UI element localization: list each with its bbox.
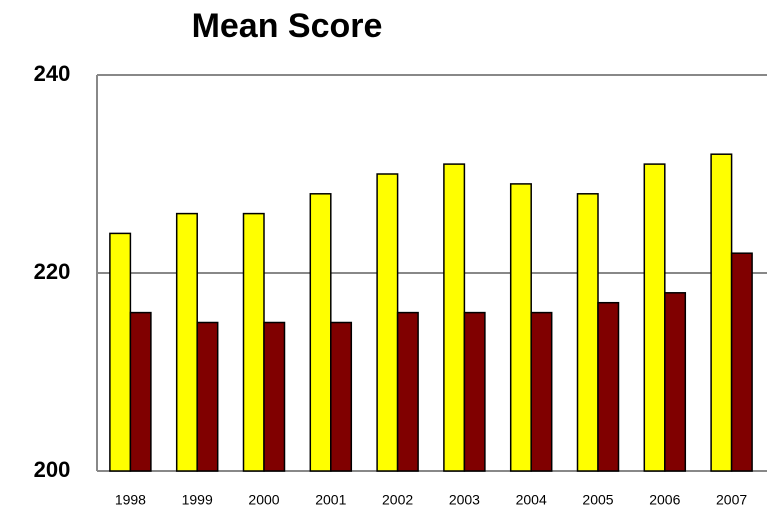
bar	[109, 232, 132, 472]
x-tick-label: 2003	[449, 492, 480, 508]
bar	[129, 311, 152, 472]
bar	[576, 193, 599, 472]
bar	[530, 311, 553, 472]
y-tick-label: 240	[34, 61, 71, 86]
x-tick-label: 2002	[382, 492, 413, 508]
x-tick-label: 1999	[182, 492, 213, 508]
bar	[196, 321, 219, 472]
bar	[443, 163, 466, 472]
x-tick-label: 2004	[516, 492, 547, 508]
bar	[242, 212, 265, 472]
y-tick-label: 220	[34, 259, 71, 284]
y-tick-label: 200	[34, 457, 71, 482]
x-tick-label: 2000	[248, 492, 279, 508]
chart-title: Mean Score	[192, 7, 383, 45]
bar	[509, 183, 532, 472]
bar	[175, 212, 198, 472]
bar	[376, 173, 399, 472]
bar	[396, 311, 419, 472]
x-tick-label: 1998	[115, 492, 146, 508]
bar	[643, 163, 666, 472]
bar	[597, 301, 620, 472]
bar	[309, 193, 332, 472]
x-tick-label: 2006	[649, 492, 680, 508]
bar	[710, 153, 733, 472]
x-tick-label: 2007	[716, 492, 747, 508]
bar	[263, 321, 286, 472]
bar	[330, 321, 353, 472]
bar	[730, 252, 753, 472]
x-tick-label: 2005	[582, 492, 613, 508]
bar	[463, 311, 486, 472]
bar	[664, 292, 687, 472]
x-tick-label: 2001	[315, 492, 346, 508]
